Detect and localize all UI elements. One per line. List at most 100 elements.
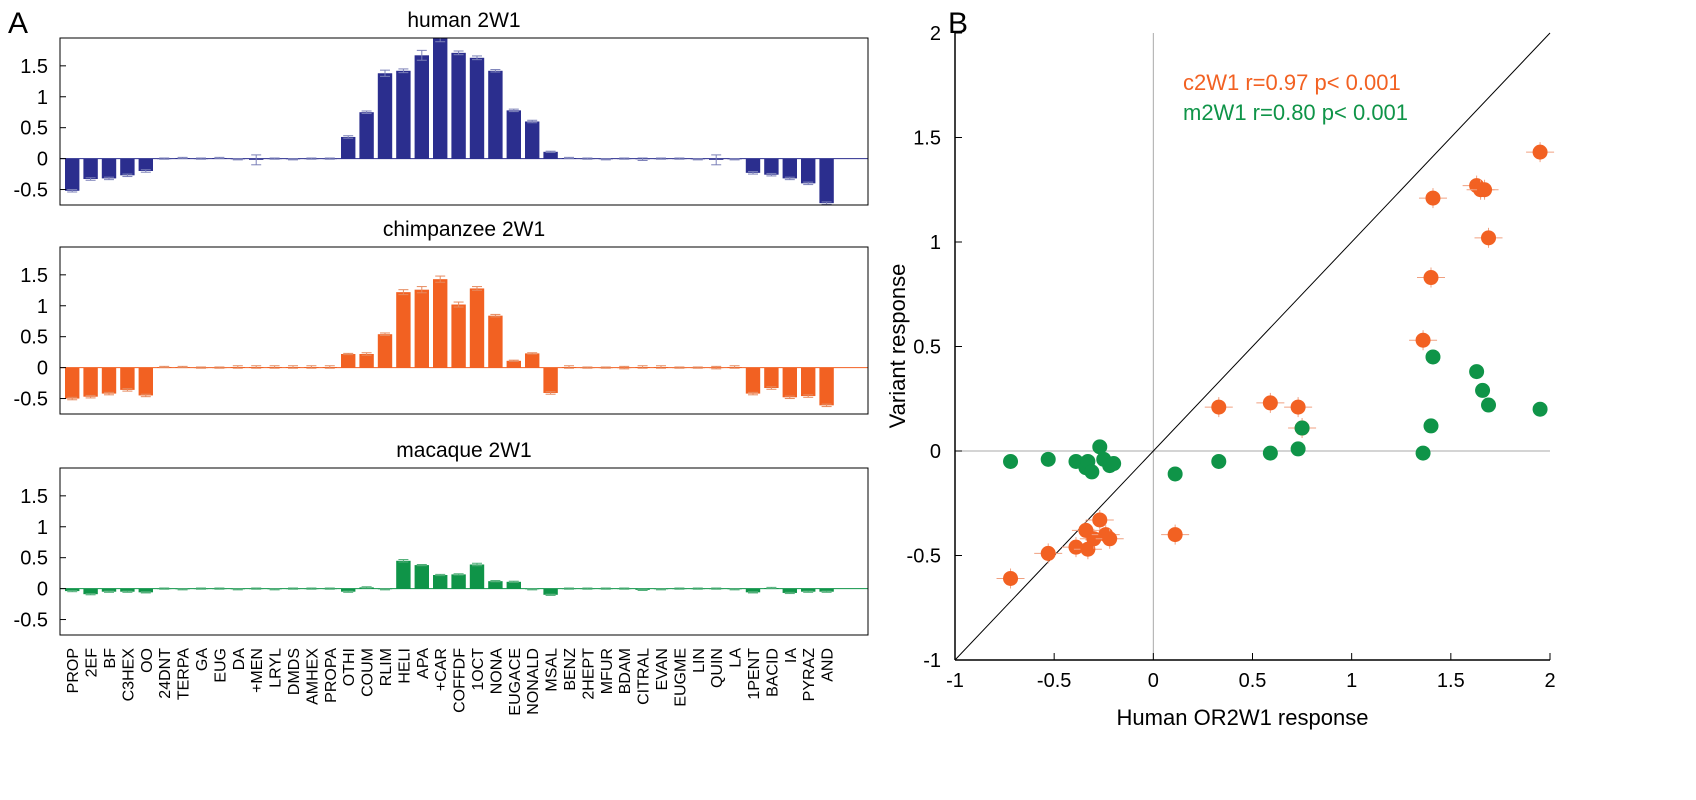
data-point bbox=[1211, 399, 1227, 415]
category-label: BENZ bbox=[562, 648, 579, 691]
error-bar bbox=[251, 365, 262, 369]
category-label: LA bbox=[728, 648, 745, 668]
error-bar bbox=[600, 587, 611, 590]
bar bbox=[543, 151, 558, 159]
bar bbox=[506, 360, 521, 368]
data-point bbox=[1003, 570, 1019, 586]
legend-c2W1: c2W1 r=0.97 p< 0.001 bbox=[1183, 70, 1401, 95]
data-point bbox=[1532, 401, 1548, 417]
bar bbox=[377, 334, 393, 368]
bar bbox=[469, 288, 485, 368]
bar bbox=[396, 560, 411, 589]
error-bar bbox=[472, 286, 482, 291]
bar bbox=[469, 57, 485, 159]
error-bar bbox=[766, 386, 777, 390]
data-point bbox=[1167, 466, 1183, 482]
category-label: EUGME bbox=[672, 648, 689, 707]
y-tick-label: -0.5 bbox=[14, 180, 48, 202]
category-label: 1PENT bbox=[746, 648, 763, 700]
error-bar bbox=[729, 365, 740, 369]
error-bar bbox=[637, 157, 648, 161]
error-bar bbox=[674, 587, 685, 590]
category-label: PROPA bbox=[323, 648, 340, 703]
bar bbox=[819, 158, 834, 204]
error-bar bbox=[803, 394, 814, 398]
error-bar bbox=[656, 365, 666, 369]
category-label: BACID bbox=[764, 648, 781, 697]
bar bbox=[782, 158, 797, 179]
series-m2W1 bbox=[1003, 349, 1548, 482]
bar-chart-3: macaque 2W1 1.5 1 0.5 0 -0.5 bbox=[14, 439, 869, 636]
error-bar bbox=[821, 403, 832, 408]
error-bar bbox=[784, 591, 795, 595]
y-tick-label: -0.5 bbox=[14, 389, 48, 411]
bar bbox=[764, 158, 779, 175]
category-label: QUIN bbox=[709, 648, 726, 688]
bar bbox=[543, 367, 558, 393]
bar bbox=[341, 588, 356, 592]
bar bbox=[506, 581, 521, 589]
error-bar bbox=[104, 590, 114, 593]
error-bar bbox=[729, 588, 740, 591]
category-label: RLIM bbox=[378, 648, 395, 686]
error-bar bbox=[196, 587, 206, 590]
y-tick-label: 2 bbox=[930, 23, 941, 45]
data-point bbox=[1040, 451, 1056, 467]
y-tick-label: -1 bbox=[923, 650, 941, 672]
x-tick-label: -1 bbox=[946, 670, 964, 692]
error-bar bbox=[398, 559, 409, 563]
axes-frame bbox=[59, 246, 869, 415]
x-tick-label: 0.5 bbox=[1239, 670, 1267, 692]
legend-m2W1: m2W1 r=0.80 p< 0.001 bbox=[1183, 100, 1408, 125]
category-label: HELI bbox=[396, 648, 413, 684]
error-bar bbox=[232, 158, 243, 161]
error-bar bbox=[306, 157, 317, 160]
error-bar bbox=[564, 365, 574, 369]
y-tick-label: 0.5 bbox=[20, 548, 48, 570]
category-label: IA bbox=[783, 648, 800, 663]
data-point bbox=[1211, 453, 1227, 469]
y-tick-label: -0.5 bbox=[907, 546, 941, 568]
category-label: C3HEX bbox=[120, 648, 137, 702]
data-point bbox=[1167, 527, 1183, 543]
y-tick-label: 0 bbox=[37, 579, 48, 601]
category-label: BDAM bbox=[617, 648, 634, 694]
error-bar bbox=[67, 189, 78, 193]
error-bar bbox=[159, 365, 170, 369]
error-bar bbox=[619, 587, 630, 590]
error-bar bbox=[637, 365, 648, 369]
error-bar bbox=[306, 365, 317, 369]
y-tick-label: 0.5 bbox=[20, 118, 48, 140]
data-point bbox=[1425, 190, 1441, 206]
x-tick-label: 1.5 bbox=[1437, 670, 1465, 692]
error-bar bbox=[784, 395, 795, 400]
category-label: DA bbox=[231, 648, 248, 671]
error-bar bbox=[656, 157, 666, 160]
bar-chart-2: chimpanzee 2W1 1.5 1 0.5 0 -0.5 bbox=[14, 218, 869, 415]
bar bbox=[801, 588, 816, 592]
data-point bbox=[1532, 144, 1548, 160]
data-point bbox=[1092, 512, 1108, 528]
panel-label-b: B bbox=[948, 7, 968, 40]
data-point bbox=[1415, 332, 1431, 348]
bar bbox=[801, 158, 816, 184]
error-bar bbox=[692, 158, 703, 161]
bar bbox=[525, 353, 540, 368]
error-bar bbox=[508, 580, 519, 583]
y-tick-label: 1 bbox=[37, 296, 48, 318]
error-bar bbox=[784, 176, 795, 181]
bar bbox=[543, 588, 558, 595]
data-point bbox=[1092, 439, 1108, 455]
bar bbox=[65, 158, 80, 191]
bar bbox=[506, 110, 521, 159]
error-bar bbox=[472, 55, 482, 61]
bar bbox=[745, 367, 761, 394]
bar bbox=[451, 52, 466, 159]
error-bar bbox=[85, 177, 96, 181]
error-bar bbox=[416, 563, 427, 567]
error-bar bbox=[251, 154, 262, 166]
bar bbox=[101, 367, 117, 394]
error-bar bbox=[177, 156, 188, 160]
error-bar bbox=[766, 172, 777, 177]
